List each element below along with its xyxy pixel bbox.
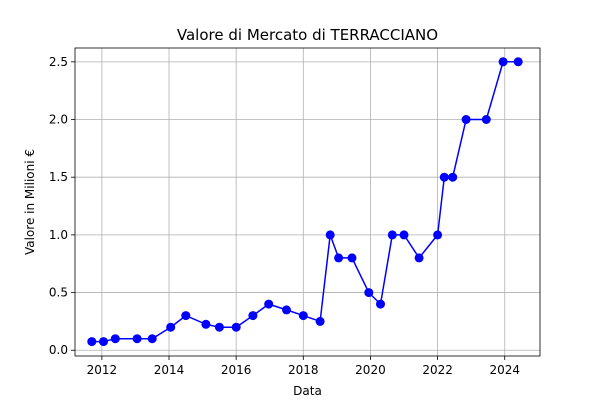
data-point bbox=[433, 230, 443, 240]
data-point bbox=[448, 172, 458, 182]
data-point bbox=[481, 115, 491, 124]
data-point bbox=[214, 322, 224, 332]
data-point bbox=[264, 299, 274, 309]
x-tick-label: 2022 bbox=[422, 363, 453, 377]
plot-frame bbox=[74, 47, 541, 357]
data-point bbox=[99, 337, 108, 347]
data-point bbox=[461, 115, 471, 124]
grid bbox=[75, 48, 540, 356]
x-tick-label: 2012 bbox=[87, 363, 118, 377]
data-point bbox=[325, 230, 335, 240]
data-point bbox=[248, 311, 258, 321]
data-point bbox=[231, 322, 241, 332]
data-point bbox=[376, 299, 385, 309]
y-tick-label: 2.0 bbox=[49, 113, 68, 127]
x-tick-label: 2020 bbox=[355, 363, 386, 377]
chart-title: Valore di Mercato di TERRACCIANO bbox=[177, 26, 438, 44]
data-point bbox=[387, 230, 397, 240]
data-series bbox=[87, 57, 523, 347]
x-tick-label: 2024 bbox=[489, 363, 520, 377]
data-point bbox=[181, 311, 191, 321]
x-tick-label: 2018 bbox=[288, 363, 319, 377]
data-point bbox=[110, 334, 120, 344]
x-tick-label: 2016 bbox=[221, 363, 252, 377]
y-tick-label: 2.5 bbox=[49, 55, 68, 69]
y-axis-label: Valore in Milioni € bbox=[23, 149, 37, 255]
data-point bbox=[334, 253, 344, 263]
data-point bbox=[399, 230, 409, 240]
x-tick-label: 2014 bbox=[154, 363, 185, 377]
y-tick-label: 0.5 bbox=[49, 286, 68, 300]
data-point bbox=[87, 337, 97, 347]
data-point bbox=[347, 253, 357, 263]
data-point bbox=[298, 311, 308, 321]
data-point bbox=[166, 322, 176, 332]
data-point bbox=[282, 305, 291, 315]
data-point bbox=[132, 334, 142, 344]
y-tick-label: 0.0 bbox=[49, 343, 68, 357]
y-tick-label: 1.0 bbox=[49, 228, 68, 242]
x-axis-label: Data bbox=[293, 384, 322, 398]
y-tick-label: 1.5 bbox=[49, 170, 68, 184]
data-point bbox=[147, 334, 157, 344]
axis-ticks: 2012 2014 2016 2018 2020 2022 2024 0.0 0.5 1.0 1.5… bbox=[49, 55, 520, 377]
data-point bbox=[498, 57, 508, 67]
data-point bbox=[364, 288, 374, 298]
data-point bbox=[315, 316, 325, 326]
data-point bbox=[513, 57, 523, 67]
series-line bbox=[91, 61, 519, 343]
data-point bbox=[414, 253, 424, 263]
data-point bbox=[439, 172, 449, 182]
data-point bbox=[201, 319, 211, 329]
